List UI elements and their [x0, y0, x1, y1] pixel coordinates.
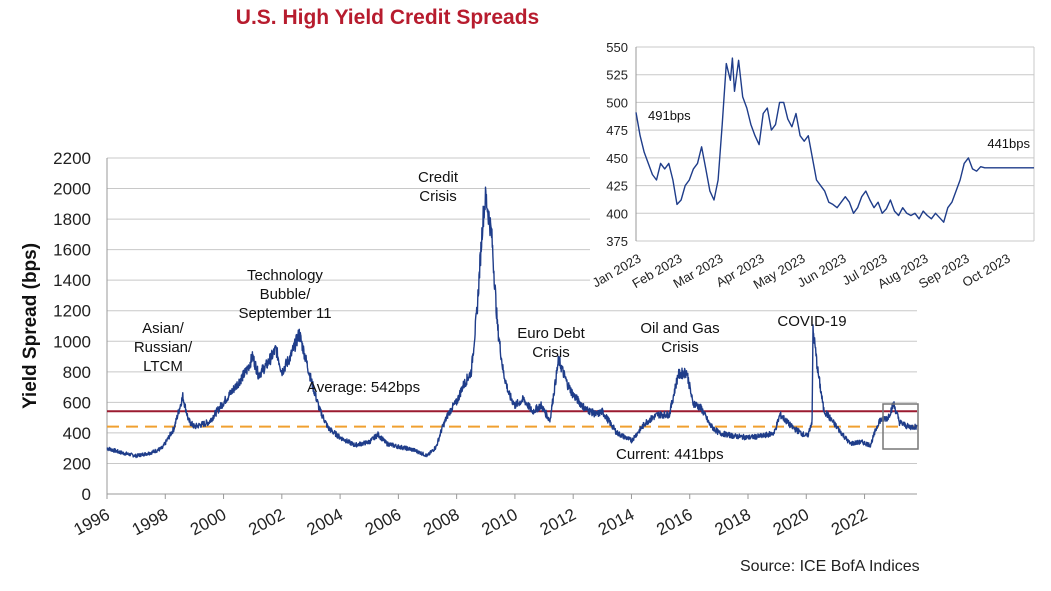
main-x-tick-label: 2002	[245, 505, 287, 540]
main-y-tick-label: 1600	[53, 241, 91, 260]
chart-title: U.S. High Yield Credit Spreads	[235, 6, 540, 29]
main-y-tick-label: 0	[82, 485, 91, 504]
main-y-axis-label: Yield Spread (bps)	[20, 243, 41, 409]
main-y-tick-label: 1400	[53, 271, 91, 290]
inset-background	[590, 38, 1048, 300]
main-x-tick-label: 1998	[129, 505, 171, 540]
main-series-line	[106, 186, 918, 459]
inset-y-tick-label: 500	[606, 95, 628, 110]
inset-annotation-start: 491bps	[648, 108, 691, 123]
annotation-oil: Oil and Gas Crisis	[640, 320, 719, 356]
annotation-euro: Euro Debt Crisis	[517, 325, 585, 361]
annotation-line: September 11	[238, 305, 331, 322]
annotation-line: Russian/	[134, 339, 193, 356]
annotation-covid: COVID-19	[777, 313, 846, 330]
inset-y-tick-label: 525	[606, 68, 628, 83]
inset-series-line	[635, 57, 1034, 223]
inset-y-tick-label: 400	[606, 206, 628, 221]
main-y-tick-label: 2000	[53, 180, 91, 199]
annotation-line: Euro Debt	[517, 325, 585, 342]
main-y-tick-label: 400	[63, 424, 91, 443]
annotation-line: Crisis	[532, 344, 570, 361]
main-x-tick-label: 2012	[537, 505, 579, 540]
annotation-average: Average: 542bps	[307, 379, 420, 396]
annotation-line: Credit	[418, 169, 459, 186]
main-x-tick-labels: 1996 1998 2000 2002 2004 2006 2008 2010 2012 2014…	[71, 494, 870, 540]
main-y-tick-label: 2200	[53, 149, 91, 168]
main-x-tick-label: 2022	[828, 505, 870, 540]
main-x-tick-label: 2008	[420, 505, 462, 540]
annotation-line: Crisis	[419, 188, 457, 205]
zoom-box	[882, 403, 919, 450]
main-y-tick-label: 600	[63, 393, 91, 412]
main-x-tick-label: 2018	[712, 505, 754, 540]
annotation-line: Oil and Gas	[640, 320, 719, 337]
inset-y-tick-label: 550	[606, 40, 628, 55]
main-x-tick-label: 2004	[304, 505, 346, 540]
main-annotations: Asian/Russian/LTCM Technology Bubble/Septe…	[134, 169, 847, 463]
main-x-tick-label: 2010	[478, 505, 520, 540]
reference-lines	[107, 410, 917, 428]
main-x-tick-label: 2020	[770, 505, 812, 540]
inset-annotations: 491bps 441bps	[648, 108, 1030, 151]
annotation-line: Crisis	[661, 339, 699, 356]
main-y-tick-label: 800	[63, 363, 91, 382]
main-x-tick-label: 2006	[362, 505, 404, 540]
annotation-line: Average: 542bps	[307, 379, 420, 396]
main-x-tick-label: 2014	[595, 505, 637, 540]
inset-y-tick-label: 425	[606, 179, 628, 194]
annotation-line: Technology	[247, 267, 323, 284]
main-y-tick-label: 1000	[53, 332, 91, 351]
main-x-tick-label: 1996	[71, 505, 113, 540]
annotation-line: LTCM	[143, 358, 183, 375]
inset-y-tick-label: 375	[606, 234, 628, 249]
annotation-current: Current: 441bps	[616, 446, 724, 463]
inset-y-tick-label: 450	[606, 151, 628, 166]
main-series	[106, 186, 918, 459]
annotation-credit: Credit Crisis	[418, 169, 459, 205]
main-x-tick-label: 2016	[653, 505, 695, 540]
inset-y-tick-label: 475	[606, 123, 628, 138]
annotation-line: Bubble/	[260, 286, 312, 303]
annotation-line: COVID-19	[777, 313, 846, 330]
main-y-tick-label: 200	[63, 454, 91, 473]
annotation-tech: Technology Bubble/September 11	[238, 267, 331, 322]
annotation-asian: Asian/Russian/LTCM	[134, 320, 193, 375]
main-y-tick-label: 1200	[53, 302, 91, 321]
inset-annotation-end: 441bps	[987, 136, 1030, 151]
source-note: Source: ICE BofA Indices	[740, 558, 920, 575]
inset-series	[635, 57, 1034, 223]
main-x-tick-label: 2000	[187, 505, 229, 540]
main-y-tick-label: 1800	[53, 210, 91, 229]
main-y-tick-labels: 0 200 400 600 800 1000 1200 1400 1600 1800 2000 220…	[53, 149, 91, 504]
annotation-line: Asian/	[142, 320, 185, 337]
annotation-line: Current: 441bps	[616, 446, 724, 463]
inset-y-tick-labels: 375 400 425 450 475 500 525 550	[606, 40, 628, 249]
